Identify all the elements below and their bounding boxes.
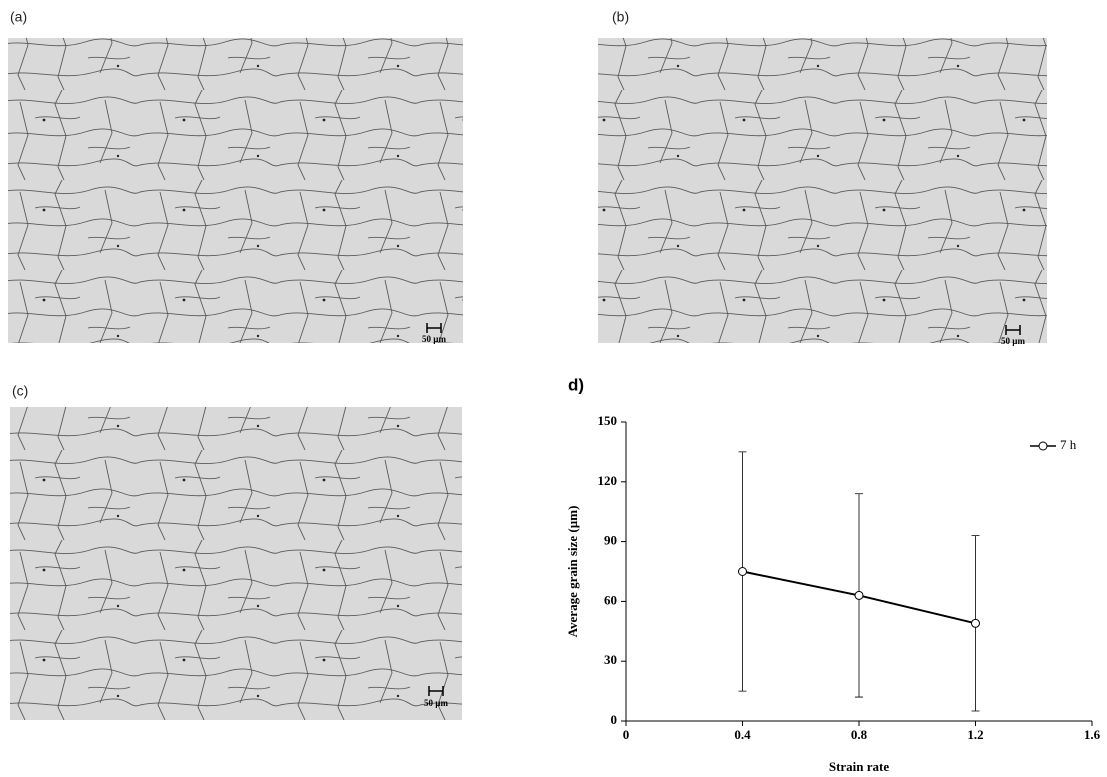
micrograph-a: (a) 50 µm xyxy=(8,9,463,344)
point xyxy=(971,618,980,628)
y-tick-label: 60 xyxy=(604,592,617,607)
legend-marker xyxy=(1038,441,1048,451)
y-tick-label: 150 xyxy=(598,413,618,428)
legend-label: 7 h xyxy=(1060,437,1077,452)
x-tick-label: 0.8 xyxy=(851,727,868,742)
point xyxy=(854,590,864,600)
x-tick-label: 0 xyxy=(623,727,630,742)
panel-label: (a) xyxy=(10,9,27,25)
x-axis-label: Strain rate xyxy=(829,759,890,774)
panel-label: (c) xyxy=(12,383,28,399)
x-tick-label: 0.4 xyxy=(734,727,751,742)
y-tick-label: 90 xyxy=(604,533,617,548)
scale-bar-label: 50 µm xyxy=(424,698,448,708)
scale-bar-label: 50 µm xyxy=(1001,336,1025,346)
y-tick-label: 30 xyxy=(604,652,617,667)
panel-label: (b) xyxy=(612,9,629,25)
y-tick-label: 120 xyxy=(598,473,618,488)
point xyxy=(738,567,747,576)
y-tick-label: 0 xyxy=(611,712,618,727)
chart: d) 0 30 60 90 120 150 0 0.4 0.8 1.2 1.6 Strain rate… xyxy=(565,375,1101,774)
micrograph-b: (b) 50 µm xyxy=(598,9,1047,346)
x-tick-label: 1.2 xyxy=(967,727,983,742)
panel-label: d) xyxy=(568,375,584,394)
scale-bar-label: 50 µm xyxy=(422,334,446,344)
y-axis-label: Average grain size (µm) xyxy=(565,506,580,638)
micrograph-c: (c) 50 µm xyxy=(10,383,462,720)
x-tick-label: 1.6 xyxy=(1084,727,1101,742)
